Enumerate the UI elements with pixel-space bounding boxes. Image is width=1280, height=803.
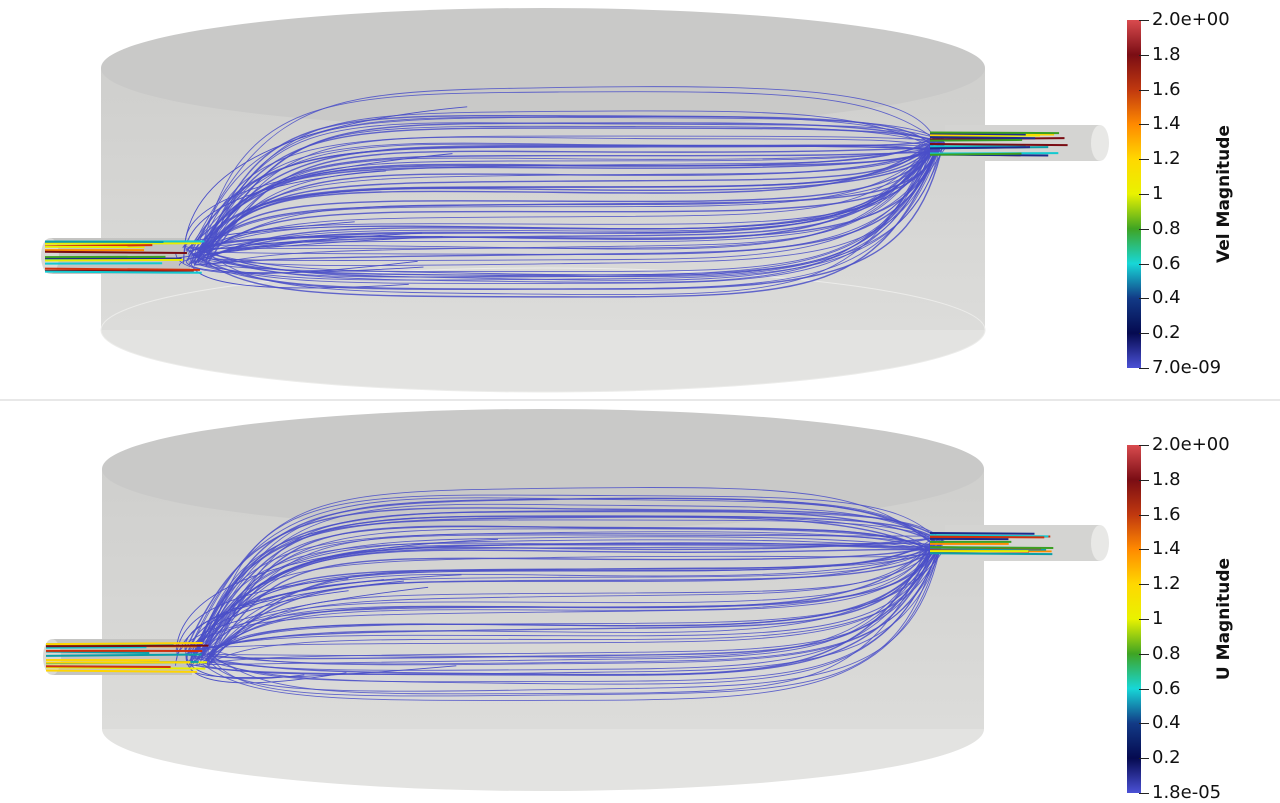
inlet-jets-top	[44, 240, 205, 274]
colorbar-tick-label: 1.6	[1152, 78, 1181, 100]
colorbar-tick	[1139, 514, 1149, 516]
colorbar-tick	[1139, 333, 1149, 335]
colorbar-tick	[1139, 758, 1149, 760]
colorbar-tick-label: 1.2	[1152, 573, 1181, 595]
colorbar-tick-label: 1	[1152, 183, 1164, 204]
streamlines-top	[175, 86, 946, 298]
colorbar-tick-label: 0.4	[1152, 287, 1181, 309]
colorbar-tick-label: 0.6	[1152, 677, 1181, 699]
colorbar-tick	[1139, 228, 1149, 230]
colorbar-tick	[1139, 653, 1149, 655]
colorbar-tick-label: 1.8	[1152, 468, 1181, 490]
colorbar-tick	[1139, 688, 1149, 690]
colorbar-top: 2.0e+00 1.8 1.6 1.4 1.2 1 0.8 0.6 0.4 0.2 7.0e-09 …	[1124, 9, 1274, 378]
colorbar-tick-label: 0.4	[1152, 712, 1181, 734]
colorbar-tick	[1139, 445, 1149, 446]
tank-viewport-bottom[interactable]	[0, 401, 1120, 800]
colorbar-tick	[1139, 194, 1149, 195]
colorbar-tick-label: 0.8	[1152, 642, 1181, 664]
colorbar-tick-label: 1.6	[1152, 503, 1181, 525]
colorbar-tick-label: 1.4	[1152, 113, 1181, 135]
colorbar-tick-label: 2.0e+00	[1152, 434, 1230, 455]
colorbar-tick	[1139, 20, 1149, 21]
colorbar-tick	[1139, 54, 1149, 56]
colorbar-tick	[1139, 549, 1149, 551]
colorbar-tick	[1139, 263, 1149, 265]
colorbar-tick	[1139, 298, 1149, 300]
colorbar-tick-label: 1.4	[1152, 538, 1181, 560]
inlet-jets-bottom	[45, 642, 209, 673]
colorbar-title: U Magnitude	[1214, 557, 1234, 681]
colorbar-tick	[1139, 89, 1149, 91]
colorbar-gradient	[1127, 445, 1141, 793]
colorbar-tick-label: 1	[1152, 608, 1164, 629]
colorbar-tick	[1139, 479, 1149, 481]
colorbar-gradient	[1127, 20, 1141, 368]
colorbar-tick-label: 2.0e+00	[1152, 9, 1230, 30]
colorbar-bottom: 2.0e+00 1.8 1.6 1.4 1.2 1 0.8 0.6 0.4 0.2 1.8e-05 …	[1124, 434, 1274, 803]
colorbar-tick	[1139, 619, 1149, 620]
colorbar-tick-label: 1.2	[1152, 148, 1181, 170]
colorbar-tick-label: 0.2	[1152, 747, 1181, 769]
colorbar-tick	[1139, 793, 1149, 794]
colorbar-tick-label: 1.8	[1152, 43, 1181, 65]
colorbar-tick-label: 0.8	[1152, 217, 1181, 239]
colorbar-tick-label: 1.8e-05	[1152, 782, 1222, 803]
tank-viewport-top[interactable]	[0, 0, 1120, 399]
streamlines-bottom	[175, 487, 946, 701]
colorbar-tick-label: 0.6	[1152, 252, 1181, 274]
colorbar-tick	[1139, 584, 1149, 586]
outlet-jets-bottom	[929, 531, 1054, 556]
colorbar-tick	[1139, 124, 1149, 126]
panel-divider	[0, 399, 1280, 401]
colorbar-tick	[1139, 368, 1149, 369]
outlet-jets-top	[929, 131, 1068, 157]
bottom-render-panel[interactable]: 2.0e+00 1.8 1.6 1.4 1.2 1 0.8 0.6 0.4 0.2 1.8e-05 …	[0, 401, 1280, 803]
top-render-panel[interactable]: 2.0e+00 1.8 1.6 1.4 1.2 1 0.8 0.6 0.4 0.2 7.0e-09 …	[0, 0, 1280, 399]
colorbar-title: Vel Magnitude	[1214, 125, 1234, 263]
colorbar-tick	[1139, 723, 1149, 725]
colorbar-tick-label: 0.2	[1152, 322, 1181, 344]
colorbar-tick-label: 7.0e-09	[1152, 357, 1222, 378]
colorbar-tick	[1139, 159, 1149, 161]
